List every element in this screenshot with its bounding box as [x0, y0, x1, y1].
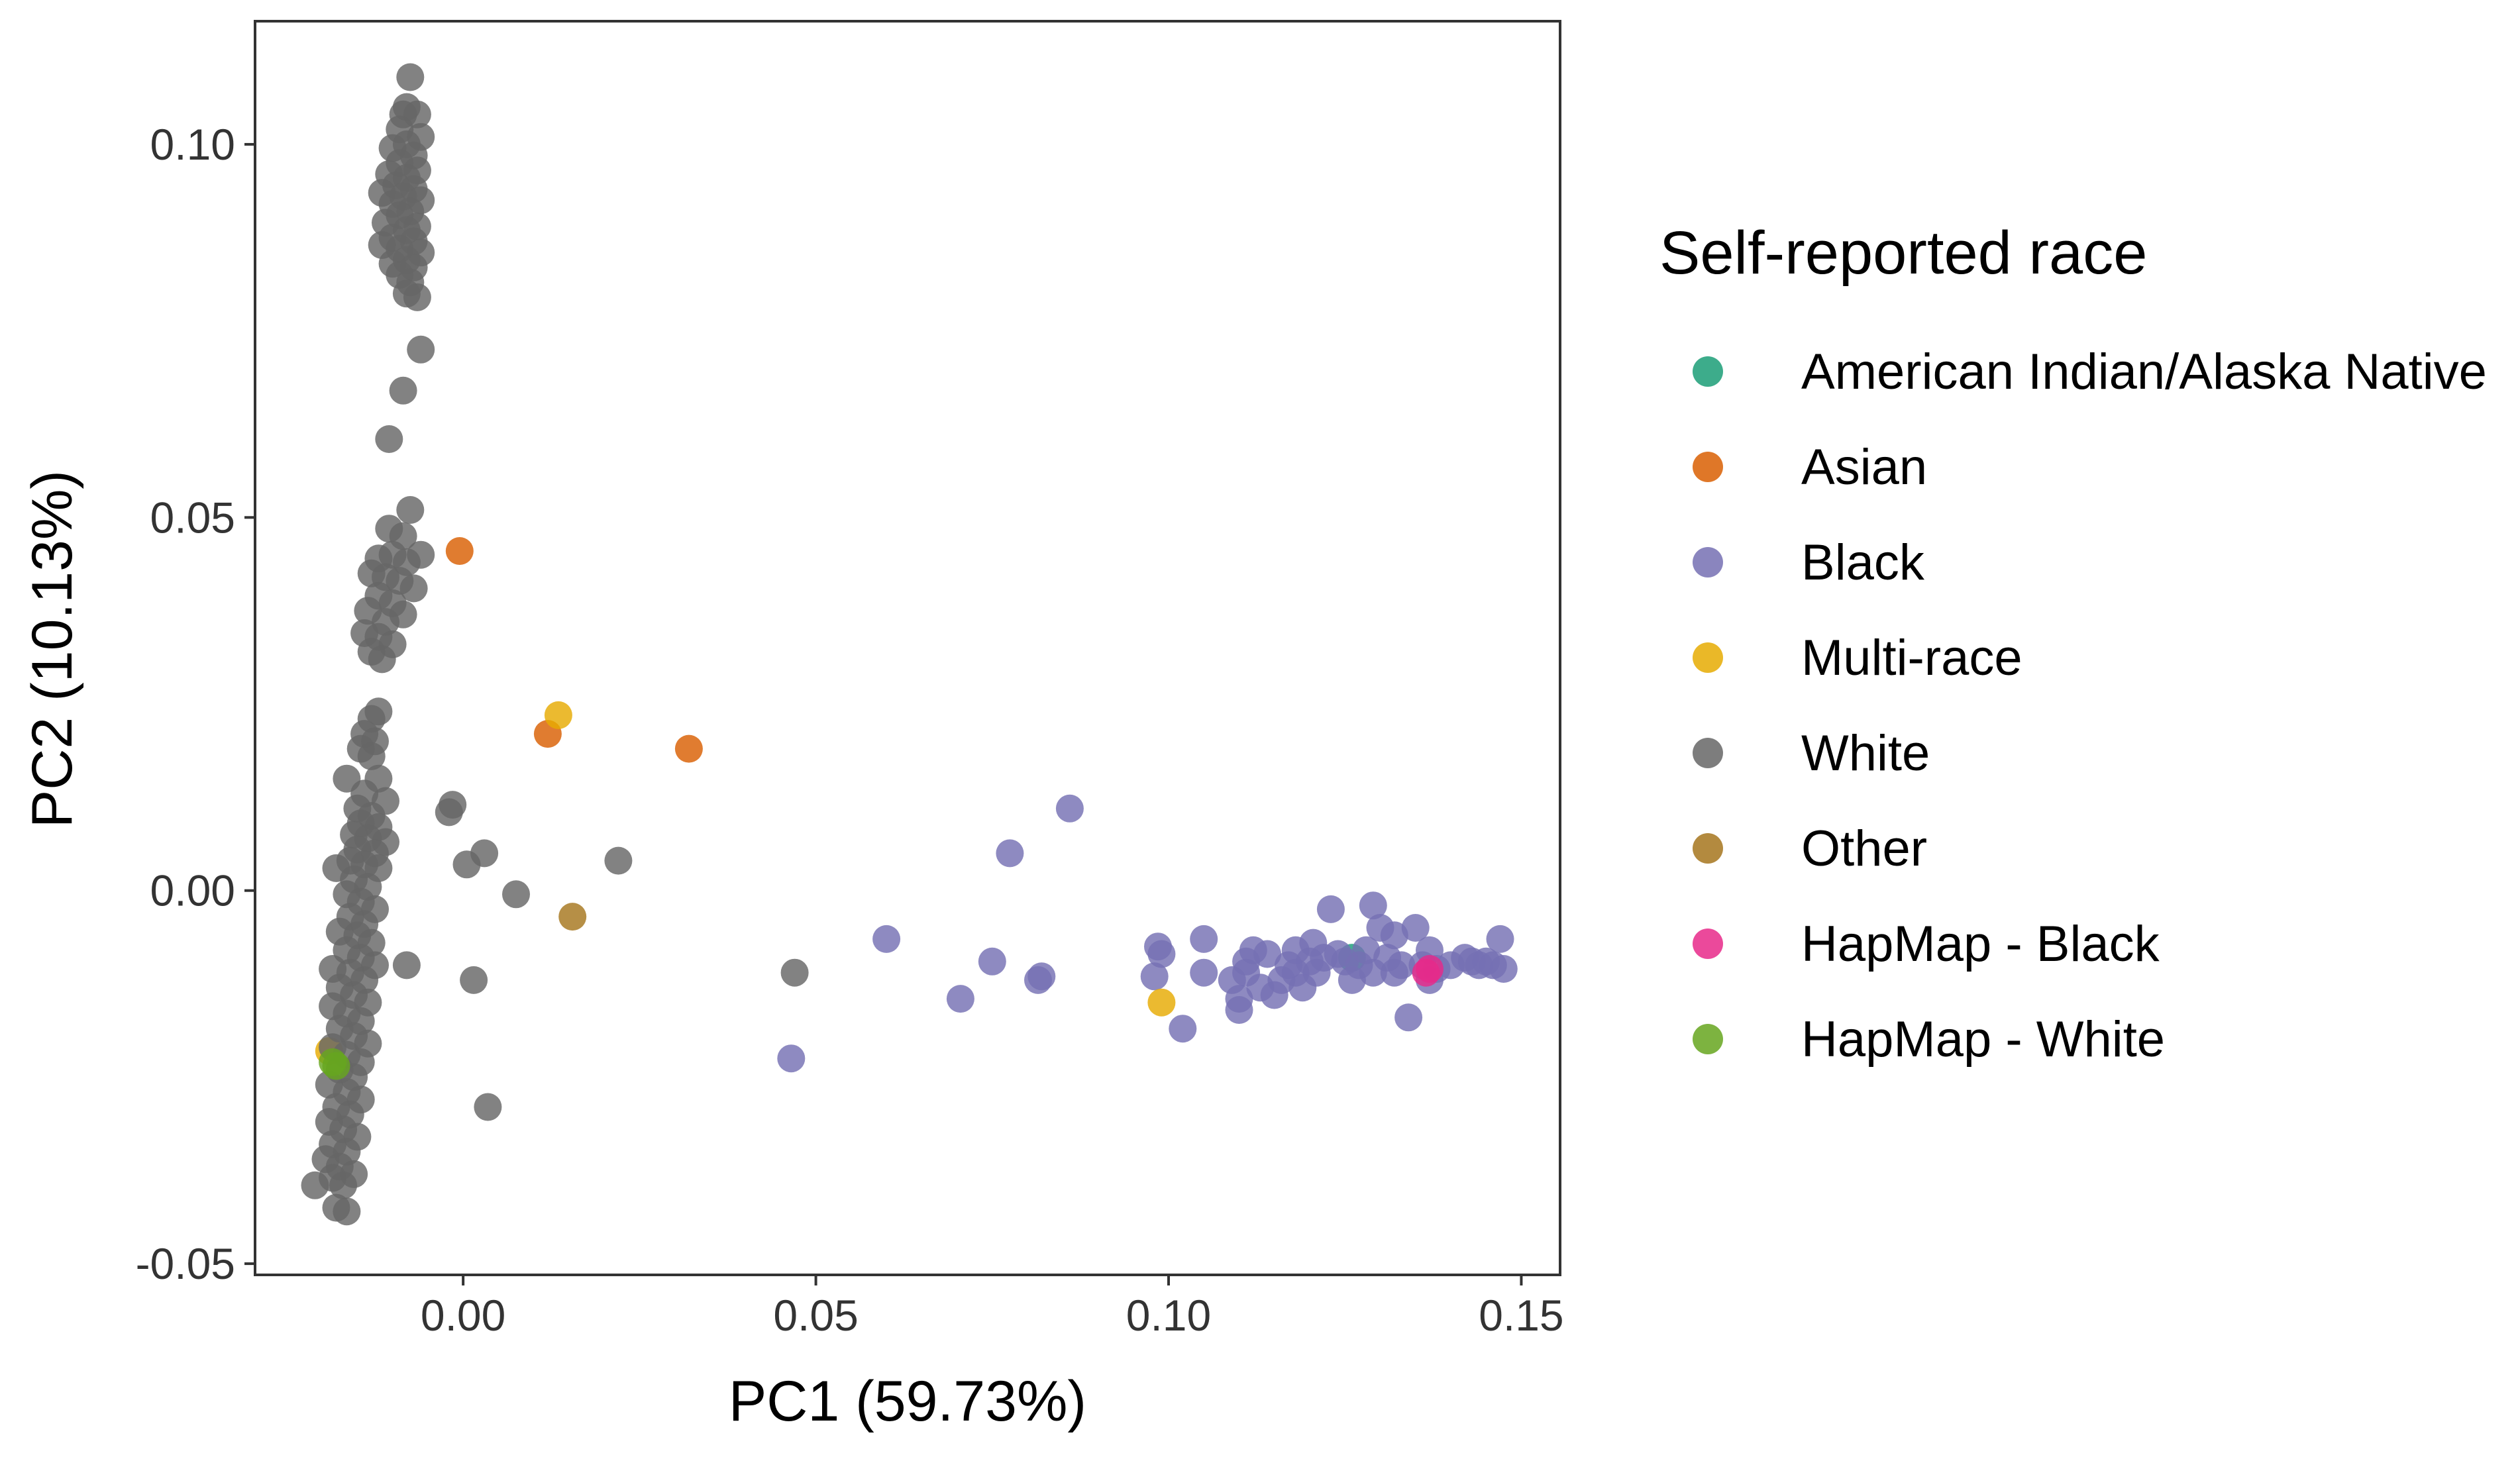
data-point	[322, 1052, 350, 1080]
data-point	[1401, 914, 1430, 942]
data-point	[777, 1044, 806, 1073]
legend-label: HapMap - Black	[1801, 915, 2160, 972]
data-point	[396, 63, 425, 91]
legend-key	[1693, 547, 1723, 578]
x-tick-label: 0.00	[421, 1291, 505, 1340]
y-tick-label: 0.00	[150, 866, 235, 915]
data-point	[1140, 962, 1169, 991]
legend-label: Asian	[1801, 438, 1928, 495]
legend-items: American Indian/Alaska Native Asian Black M…	[1659, 324, 2514, 1087]
y-tick-label: -0.05	[136, 1239, 235, 1288]
legend-key	[1693, 356, 1723, 387]
x-tick-label: 0.05	[773, 1291, 858, 1340]
data-point	[1253, 940, 1282, 968]
legend-item: Black	[1659, 515, 2514, 610]
y-axis-title: PC2 (10.13%)	[21, 470, 84, 828]
data-point	[474, 1093, 502, 1121]
legend-item: White	[1659, 705, 2514, 801]
legend-label: Black	[1801, 534, 1924, 591]
legend: Self-reported race American Indian/Alask…	[1659, 219, 2514, 1087]
legend-key	[1693, 452, 1723, 482]
data-point	[1190, 958, 1218, 987]
legend-item: HapMap - White	[1659, 991, 2514, 1087]
legend-label: American Indian/Alaska Native	[1801, 343, 2487, 400]
axis-ticks: 0.00 0.05 0.10 0.15 -0.05 0.00 0.05 0.10	[136, 120, 1564, 1340]
data-point	[1486, 925, 1514, 953]
data-point	[558, 903, 587, 931]
data-point	[978, 947, 1006, 976]
data-point	[1387, 951, 1416, 980]
y-tick-label: 0.05	[150, 493, 235, 542]
data-point	[1380, 921, 1408, 950]
data-point	[445, 537, 474, 565]
x-tick-label: 0.15	[1479, 1291, 1563, 1340]
data-point	[392, 951, 421, 980]
data-point	[460, 966, 488, 994]
data-point	[407, 335, 435, 364]
data-point	[301, 1171, 329, 1199]
data-point	[452, 850, 481, 879]
points-layer	[301, 63, 1518, 1226]
data-point	[435, 798, 463, 827]
data-point	[1359, 891, 1387, 920]
data-point	[375, 425, 403, 453]
x-axis-title: PC1 (59.73%)	[729, 1370, 1086, 1433]
legend-item: American Indian/Alaska Native	[1659, 324, 2514, 419]
legend-label: Other	[1801, 820, 1928, 877]
legend-key	[1693, 929, 1723, 959]
legend-label: HapMap - White	[1801, 1011, 2166, 1068]
data-point	[333, 1197, 361, 1226]
data-point	[946, 985, 974, 1013]
legend-item: HapMap - Black	[1659, 896, 2514, 991]
data-point	[502, 880, 530, 909]
data-point	[1352, 936, 1381, 964]
data-point	[1169, 1015, 1197, 1043]
data-point	[399, 574, 428, 603]
data-point	[1147, 988, 1176, 1017]
legend-key	[1693, 738, 1723, 768]
x-tick-label: 0.10	[1126, 1291, 1211, 1340]
plot-panel-border	[254, 20, 1561, 1276]
data-point	[1147, 940, 1176, 968]
data-point	[1024, 966, 1052, 994]
data-point	[1225, 996, 1253, 1024]
legend-title: Self-reported race	[1659, 219, 2148, 287]
legend-key	[1693, 1024, 1723, 1054]
data-point	[1416, 955, 1444, 983]
data-point	[1316, 895, 1345, 923]
legend-key	[1693, 833, 1723, 864]
legend-label: White	[1801, 725, 1930, 781]
data-point	[996, 839, 1024, 868]
data-point	[389, 376, 417, 405]
data-point	[396, 496, 425, 524]
legend-item: Multi-race	[1659, 610, 2514, 705]
data-point	[368, 645, 396, 674]
data-point	[872, 925, 901, 953]
y-tick-label: 0.10	[150, 120, 235, 169]
legend-key	[1693, 642, 1723, 673]
data-point	[544, 701, 572, 729]
data-point	[1489, 955, 1518, 983]
data-point	[604, 846, 633, 875]
legend-item: Other	[1659, 801, 2514, 896]
legend-label: Multi-race	[1801, 629, 2022, 686]
data-point	[674, 734, 703, 763]
data-point	[1190, 925, 1218, 953]
data-point	[329, 1171, 358, 1199]
data-point	[1394, 1003, 1423, 1032]
data-point	[403, 283, 431, 311]
data-point	[1055, 794, 1084, 823]
data-point	[780, 958, 809, 987]
data-point	[357, 742, 386, 770]
legend-item: Asian	[1659, 419, 2514, 515]
